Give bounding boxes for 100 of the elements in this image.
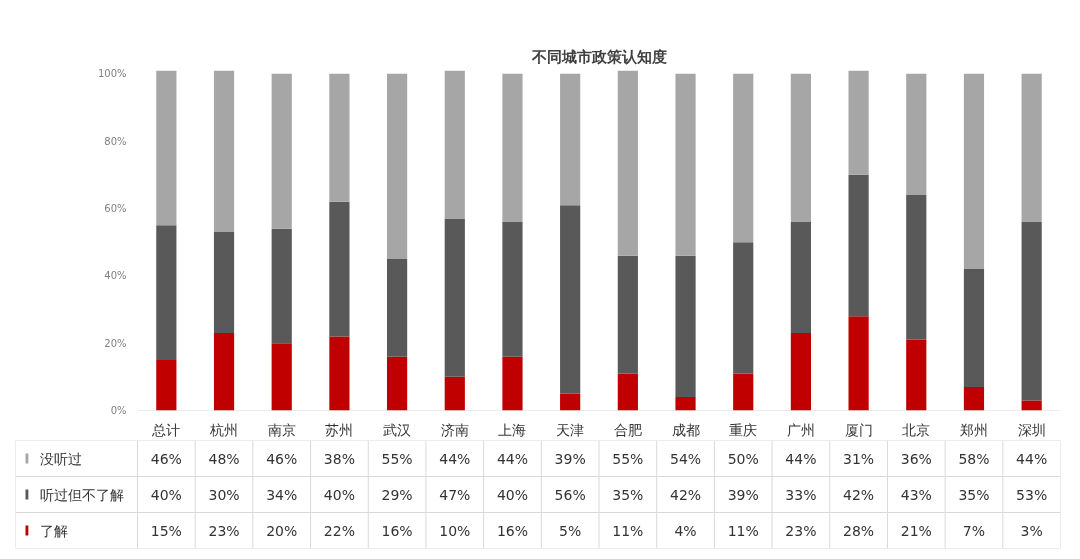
data-label: 21% [900, 522, 932, 539]
bar [848, 70, 869, 175]
bar [675, 255, 696, 398]
bar [906, 73, 927, 196]
data-label: 56% [554, 486, 586, 503]
data-label: 44% [785, 450, 817, 467]
legend-label: 听过但不了解 [39, 486, 124, 503]
x-tick-label: 广州 [786, 421, 815, 438]
bar [387, 356, 408, 411]
bar [444, 218, 465, 377]
bar [790, 73, 811, 222]
data-label: 39% [554, 450, 586, 467]
data-label: 55% [612, 450, 644, 467]
data-label: 43% [900, 486, 932, 503]
bar [675, 397, 696, 411]
bar [1021, 221, 1042, 401]
bar [848, 316, 869, 411]
bar [156, 360, 177, 411]
x-tick-label: 苏州 [325, 421, 354, 438]
data-label: 40% [150, 486, 182, 503]
x-tick-label: 总计 [151, 421, 181, 438]
bar [963, 73, 985, 270]
bar [444, 376, 465, 411]
data-label: 42% [669, 486, 702, 503]
data-label: 3% [1020, 522, 1043, 539]
bar [271, 228, 292, 344]
bar [387, 73, 408, 260]
data-label: 30% [208, 486, 240, 503]
legend-label: 了解 [39, 522, 68, 539]
data-label: 53% [1016, 486, 1048, 503]
bar [329, 336, 350, 411]
data-label: 5% [559, 522, 582, 539]
bar [1021, 400, 1042, 411]
data-label: 44% [439, 450, 471, 467]
data-label: 34% [266, 486, 298, 503]
data-label: 35% [612, 486, 644, 503]
bar [444, 70, 465, 219]
data-label: 10% [439, 522, 471, 539]
x-tick-label: 北京 [902, 421, 931, 438]
bar [790, 221, 811, 334]
x-tick-label: 天津 [556, 421, 585, 438]
bar [733, 73, 754, 243]
x-tick-label: 济南 [440, 421, 469, 438]
data-label: 28% [843, 522, 875, 539]
data-label: 29% [381, 486, 413, 503]
y-tick-label: 20% [104, 337, 127, 349]
bar [271, 73, 292, 229]
bar [502, 73, 523, 222]
data-label: 58% [958, 450, 990, 467]
data-label: 42% [843, 486, 875, 503]
data-label: 7% [962, 522, 986, 539]
bar [906, 195, 927, 340]
x-tick-label: 南京 [267, 421, 296, 438]
data-label: 47% [439, 486, 471, 503]
data-label: 16% [496, 522, 529, 539]
bar [213, 232, 235, 334]
x-tick-label: 重庆 [729, 421, 758, 438]
data-label: 23% [208, 522, 240, 539]
x-tick-label: 成都 [671, 421, 700, 438]
data-label: 36% [900, 450, 932, 467]
bar [213, 70, 235, 233]
data-label: 16% [381, 522, 413, 539]
bar [329, 201, 350, 337]
data-label: 44% [496, 450, 529, 467]
data-label: 54% [669, 450, 702, 467]
bar [790, 333, 811, 411]
bar [617, 255, 638, 374]
data-label: 40% [496, 486, 529, 503]
bar [560, 205, 581, 394]
x-tick-label: 合肥 [613, 421, 642, 438]
bar [213, 333, 235, 411]
data-label: 22% [323, 522, 355, 539]
data-label: 38% [323, 450, 355, 467]
legend-label: 没听过 [39, 450, 82, 467]
data-label: 39% [727, 486, 759, 503]
bar [560, 73, 581, 206]
bar [733, 242, 754, 374]
bar [156, 225, 177, 360]
y-tick-label: 40% [104, 270, 127, 282]
data-label: 48% [208, 450, 240, 467]
bar [502, 221, 523, 357]
bar [617, 373, 638, 411]
bar [617, 70, 638, 256]
x-tick-label: 厦门 [844, 421, 873, 438]
data-label: 11% [727, 522, 759, 539]
data-label: 31% [843, 450, 875, 467]
data-label: 11% [612, 522, 644, 539]
x-tick-label: 武汉 [383, 421, 412, 438]
y-tick-label: 80% [104, 135, 127, 147]
x-tick-label: 上海 [498, 421, 527, 438]
bar [1021, 73, 1042, 222]
bar [329, 73, 350, 202]
data-label: 44% [1016, 450, 1048, 467]
data-label: 40% [323, 486, 355, 503]
data-label: 46% [150, 450, 182, 467]
x-tick-label: 深圳 [1017, 421, 1046, 438]
bar [502, 356, 523, 411]
bar [906, 339, 927, 411]
data-label: 35% [958, 486, 990, 503]
data-label: 20% [266, 522, 298, 539]
